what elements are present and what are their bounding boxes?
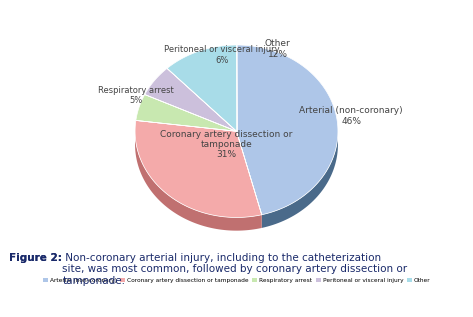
Text: Other
12%: Other 12% [265,39,290,59]
Polygon shape [135,120,262,217]
Text: Figure 2:: Figure 2: [9,253,62,263]
Polygon shape [262,132,338,228]
Polygon shape [167,45,236,131]
Text: Arterial (non-coronary)
46%: Arterial (non-coronary) 46% [299,106,403,126]
Polygon shape [145,68,236,131]
Text: Peritoneal or visceral injury
6%: Peritoneal or visceral injury 6% [165,45,280,65]
Text: Non-coronary arterial injury, including to the catheterization
site, was most co: Non-coronary arterial injury, including … [62,253,407,286]
Text: Coronary artery dissection or
tamponade
31%: Coronary artery dissection or tamponade … [160,130,292,159]
Text: Respiratory arrest
5%: Respiratory arrest 5% [98,86,174,106]
Polygon shape [135,132,262,231]
Text: Figure 2: Non-coronary arterial injury, including to the catheterization
site, w: Figure 2: Non-coronary arterial injury, … [9,253,374,286]
Legend: Arterial (non-coronary), Coronary artery dissection or tamponade, Respiratory ar: Arterial (non-coronary), Coronary artery… [40,275,433,285]
Text: Figure 2:: Figure 2: [9,253,62,263]
Polygon shape [136,94,236,131]
Polygon shape [236,45,338,215]
